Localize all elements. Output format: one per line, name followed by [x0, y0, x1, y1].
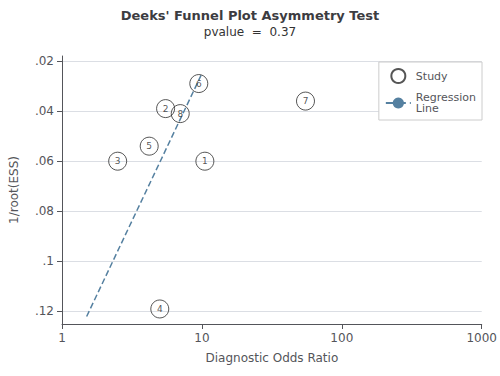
- svg-text:6: 6: [196, 79, 202, 89]
- svg-text:4: 4: [157, 304, 163, 314]
- svg-text:8: 8: [177, 109, 183, 119]
- svg-text:2: 2: [163, 104, 169, 114]
- svg-text:.02: .02: [35, 54, 54, 68]
- svg-text:7: 7: [303, 96, 309, 106]
- svg-text:.1: .1: [43, 254, 54, 268]
- svg-text:1: 1: [202, 156, 208, 166]
- svg-text:.04: .04: [35, 104, 54, 118]
- svg-text:pvalue = 0.37: pvalue = 0.37: [204, 25, 296, 39]
- svg-text:1: 1: [58, 331, 66, 345]
- svg-text:Study: Study: [416, 70, 448, 83]
- svg-text:10: 10: [194, 331, 209, 345]
- svg-text:Deeks' Funnel Plot Asymmetry T: Deeks' Funnel Plot Asymmetry Test: [121, 8, 379, 23]
- svg-text:Diagnostic Odds Ratio: Diagnostic Odds Ratio: [205, 351, 338, 365]
- svg-text:.12: .12: [35, 304, 54, 318]
- svg-text:Line: Line: [416, 102, 439, 115]
- svg-text:5: 5: [146, 141, 152, 151]
- svg-text:3: 3: [115, 156, 121, 166]
- svg-text:100: 100: [330, 331, 353, 345]
- svg-text:.06: .06: [35, 154, 54, 168]
- svg-text:.08: .08: [35, 204, 54, 218]
- svg-text:1000: 1000: [466, 331, 497, 345]
- svg-text:Regression: Regression: [415, 91, 476, 104]
- svg-text:1/root(ESS): 1/root(ESS): [7, 156, 21, 224]
